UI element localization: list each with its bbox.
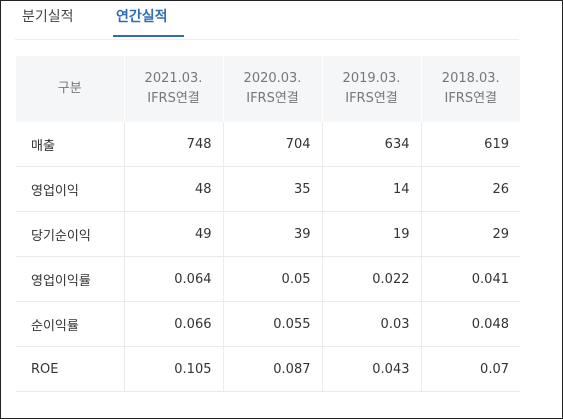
cell-value: 39 (222, 211, 322, 257)
cell-value: 0.07 (420, 346, 520, 392)
tab-annual-results[interactable]: 연간실적 (116, 9, 168, 25)
cell-value: 29 (420, 211, 520, 257)
cell-value: 0.064 (123, 256, 223, 302)
row-label: 영업이익률 (16, 256, 125, 302)
cell-value: 704 (222, 122, 322, 167)
cell-value: 0.087 (222, 346, 322, 392)
cell-value: 0.048 (420, 301, 520, 347)
tab-quarterly-results[interactable]: 분기실적 (22, 9, 74, 25)
table-row-net-margin: 순이익률 0.066 0.055 0.03 0.048 (16, 301, 520, 347)
annual-results-table: 구분 2021.03. IFRS연결 2020.03. IFRS연결 2019.… (16, 56, 520, 392)
header-period-basis: IFRS연결 (444, 91, 498, 106)
table-row-operating-margin: 영업이익률 0.064 0.05 0.022 0.041 (16, 256, 520, 302)
header-period-2020: 2020.03. IFRS연결 (222, 56, 322, 122)
cell-value: 634 (321, 122, 421, 167)
header-period-2019: 2019.03. IFRS연결 (321, 56, 421, 122)
cell-value: 14 (321, 166, 421, 212)
table-row-net-income: 당기순이익 49 39 19 29 (16, 211, 520, 257)
header-period-date: 2018.03. (441, 71, 500, 86)
cell-value: 26 (420, 166, 520, 212)
row-label: 순이익률 (16, 301, 125, 347)
cell-value: 0.055 (222, 301, 322, 347)
row-label: ROE (16, 346, 125, 392)
table-row-roe: ROE 0.105 0.087 0.043 0.07 (16, 346, 520, 392)
cell-value: 35 (222, 166, 322, 212)
table-row-revenue: 매출 748 704 634 619 (16, 122, 520, 167)
tab-divider (15, 39, 519, 40)
table-header-row: 구분 2021.03. IFRS연결 2020.03. IFRS연결 2019.… (16, 56, 520, 122)
header-period-date: 2019.03. (342, 71, 401, 86)
row-label: 영업이익 (16, 166, 125, 212)
cell-value: 48 (123, 166, 223, 212)
header-period-basis: IFRS연결 (147, 91, 200, 106)
cell-value: 0.05 (222, 256, 322, 302)
active-tab-indicator (113, 35, 184, 37)
results-tab-bar: 분기실적 연간실적 (1, 1, 562, 39)
cell-value: 0.041 (420, 256, 520, 302)
cell-value: 0.105 (123, 346, 223, 392)
cell-value: 619 (420, 122, 520, 167)
cell-value: 0.043 (321, 346, 421, 392)
row-label: 당기순이익 (16, 211, 125, 257)
header-period-basis: IFRS연결 (345, 91, 398, 106)
row-label: 매출 (16, 122, 125, 167)
cell-value: 748 (123, 122, 223, 167)
header-period-date: 2021.03. (144, 71, 203, 86)
cell-value: 0.022 (321, 256, 421, 302)
header-period-2018: 2018.03. IFRS연결 (420, 56, 520, 122)
header-category: 구분 (16, 56, 124, 122)
table-row-operating-profit: 영업이익 48 35 14 26 (16, 166, 520, 212)
cell-value: 19 (321, 211, 421, 257)
cell-value: 49 (123, 211, 223, 257)
header-period-date: 2020.03. (243, 71, 302, 86)
header-period-basis: IFRS연결 (246, 91, 299, 106)
cell-value: 0.066 (123, 301, 223, 347)
cell-value: 0.03 (321, 301, 421, 347)
header-period-2021: 2021.03. IFRS연결 (123, 56, 223, 122)
